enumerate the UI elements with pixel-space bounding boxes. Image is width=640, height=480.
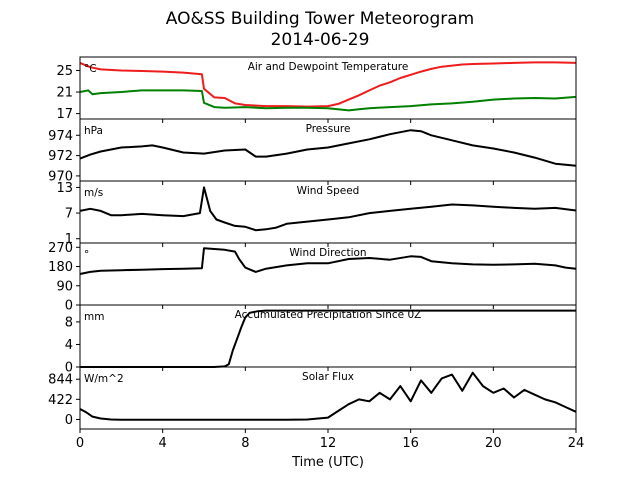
y-tick-label: 4 — [65, 338, 73, 353]
y-tick-label: 13 — [56, 181, 73, 196]
y-tick-label: 17 — [56, 107, 73, 122]
x-tick-label: 20 — [485, 436, 502, 451]
panel-units: hPa — [84, 125, 103, 137]
series-line-3-0 — [79, 247, 577, 275]
y-tick-label: 7 — [65, 207, 73, 222]
panel-1: 970 972 974 Pressure hPa — [48, 118, 577, 185]
panel-title: Solar Flux — [302, 371, 354, 383]
panel-title: Wind Direction — [289, 247, 366, 259]
x-axis: 0 4 8 12 16 20 24 — [76, 436, 584, 451]
panel-4: 0 4 8 Accumulated Precipitation Since 0Z mm — [65, 304, 577, 376]
y-tick-label: 422 — [48, 393, 73, 408]
panel-units: mm — [84, 311, 104, 323]
y-tick-label: 0 — [65, 299, 73, 314]
panel-5: 0 422 844 Solar Flux W/m^2 — [48, 366, 577, 433]
panel-title: Pressure — [306, 123, 351, 135]
y-tick-label: 180 — [48, 260, 73, 275]
y-tick-label: 270 — [48, 241, 73, 256]
y-tick-label: 0 — [65, 413, 73, 428]
panel-title: Wind Speed — [297, 185, 360, 197]
panel-units: ° — [84, 249, 89, 261]
y-tick-label: 0 — [65, 361, 73, 376]
x-tick-label: 0 — [76, 436, 84, 451]
figure-subtitle-date: 2014-06-29 — [271, 30, 370, 50]
series-line-0-0 — [79, 61, 577, 108]
panel-title: Air and Dewpoint Temperature — [248, 61, 409, 73]
panel-0: 17 21 25 Air and Dewpoint Temperature °C — [56, 56, 577, 123]
y-tick-label: 25 — [56, 64, 73, 79]
x-tick-label: 8 — [241, 436, 249, 451]
y-tick-label: 90 — [56, 279, 73, 294]
y-tick-label: 972 — [48, 149, 73, 164]
panel-units: W/m^2 — [84, 373, 124, 385]
panel-3: 0 90 180 270 Wind Direction ° — [48, 241, 577, 314]
y-tick-label: 1 — [65, 232, 73, 247]
y-tick-label: 974 — [48, 129, 73, 144]
x-tick-label: 24 — [568, 436, 585, 451]
series-line-5-0 — [79, 371, 577, 421]
x-tick-label: 4 — [159, 436, 167, 451]
figure-title: AO&SS Building Tower Meteorogram — [166, 9, 474, 29]
panel-2: 1 7 13 Wind Speed m/s — [56, 180, 577, 247]
panel-units: °C — [84, 63, 97, 75]
panel-units: m/s — [84, 187, 103, 199]
x-tick-label: 12 — [320, 436, 337, 451]
y-tick-label: 8 — [65, 315, 73, 330]
x-tick-label: 16 — [402, 436, 419, 451]
y-tick-label: 21 — [56, 86, 73, 101]
series-line-0-1 — [79, 89, 577, 112]
series-line-2-0 — [79, 186, 577, 232]
x-axis-label: Time (UTC) — [291, 455, 364, 470]
y-tick-label: 844 — [48, 373, 73, 388]
panel-title: Accumulated Precipitation Since 0Z — [235, 309, 422, 321]
series-line-1-0 — [79, 129, 577, 167]
y-tick-label: 970 — [48, 169, 73, 184]
